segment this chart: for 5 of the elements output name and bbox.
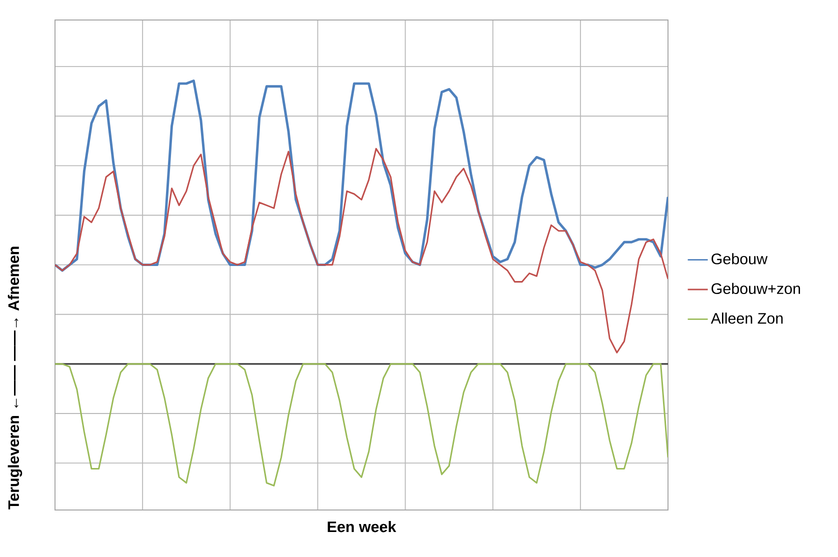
legend-label: Gebouw+zon bbox=[712, 282, 800, 294]
x-axis-title: Een week bbox=[328, 521, 396, 532]
legend-label: Gebouw bbox=[712, 253, 768, 264]
y-axis-title: Terugleveren ←—— ——→ Afnemen bbox=[8, 246, 22, 510]
legend-label: Alleen Zon bbox=[710, 312, 783, 324]
